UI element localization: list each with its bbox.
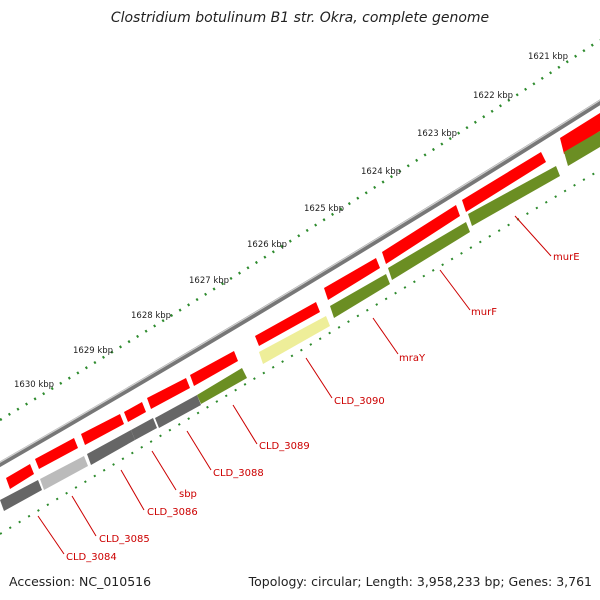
gene-label-CLD_3084: CLD_3084 [66, 552, 117, 563]
gene-arrow[interactable] [564, 131, 600, 166]
gene-label-sbp: sbp [179, 489, 197, 500]
forward-feature[interactable] [35, 438, 78, 469]
map-title: Clostridium botulinum B1 str. Okra, comp… [110, 10, 490, 26]
gene-label-CLD_3088: CLD_3088 [213, 468, 264, 479]
gene-arrow-CLD_3089[interactable] [197, 368, 247, 404]
scale-label-1626: 1626 kbp [247, 240, 287, 250]
gene-arrow-sbp[interactable] [131, 418, 157, 440]
scale-label-1628: 1628 kbp [131, 311, 171, 321]
gene-label-murE: murE [553, 252, 580, 263]
gene-label-CLD_3089: CLD_3089 [259, 441, 310, 452]
scale-label-1625: 1625 kbp [304, 204, 344, 214]
scale-label-1630: 1630 kbp [14, 380, 54, 390]
forward-feature-track [6, 113, 600, 489]
genome-backbone-highlight [0, 99, 600, 463]
forward-feature[interactable] [382, 205, 460, 264]
forward-feature[interactable] [147, 378, 190, 409]
gene-arrow-murF[interactable] [388, 222, 470, 280]
scale-label-1621: 1621 kbp [528, 52, 568, 62]
gene-arrow-CLD_3088[interactable] [155, 395, 201, 428]
forward-feature[interactable] [6, 464, 34, 489]
leader-murE [514, 215, 552, 257]
forward-feature[interactable] [324, 258, 380, 300]
forward-feature[interactable] [255, 302, 320, 346]
gene-label-mraY: mraY [399, 353, 426, 364]
genome-backbone [0, 99, 600, 468]
scale-label-1622: 1622 kbp [473, 91, 513, 101]
leader-mraY [372, 317, 399, 355]
leader-murF [439, 269, 471, 311]
leader-CLD_3086 [120, 469, 145, 511]
forward-feature[interactable] [124, 402, 146, 422]
gene-arrow-CLD_3090[interactable] [259, 316, 330, 364]
gene-arrow-CLD_3085[interactable] [40, 456, 88, 490]
gene-arrow-CLD_3084[interactable] [0, 480, 42, 511]
gene-label-CLD_3090: CLD_3090 [334, 396, 385, 407]
accession-label: Accession: NC_010516 [9, 574, 152, 589]
leader-sbp [151, 450, 177, 491]
scale-label-1627: 1627 kbp [189, 276, 229, 286]
leader-CLD_3088 [186, 430, 212, 471]
leader-CLD_3085 [71, 495, 97, 537]
leader-CLD_3089 [232, 404, 258, 445]
leader-CLD_3090 [305, 357, 333, 399]
inner-scale-dots [0, 169, 600, 535]
reverse-gene-track [0, 131, 600, 511]
gene-label-leaders [37, 215, 552, 555]
forward-feature[interactable] [190, 351, 238, 386]
gene-label-CLD_3085: CLD_3085 [99, 534, 150, 545]
genome-summary: Topology: circular; Length: 3,958,233 bp… [248, 574, 592, 589]
scale-label-1623: 1623 kbp [417, 129, 457, 139]
gene-arrow-murE[interactable] [468, 166, 560, 226]
scale-label-1624: 1624 kbp [361, 167, 401, 177]
gene-arrow-CLD_3086[interactable] [87, 430, 135, 465]
scale-label-1629: 1629 kbp [73, 346, 113, 356]
forward-feature[interactable] [81, 414, 124, 445]
gene-label-murF: murF [471, 307, 497, 318]
gene-arrow-mraY[interactable] [330, 274, 390, 318]
leader-CLD_3084 [37, 515, 65, 555]
forward-feature[interactable] [462, 152, 546, 212]
gene-label-CLD_3086: CLD_3086 [147, 507, 198, 518]
forward-feature[interactable] [560, 113, 600, 154]
